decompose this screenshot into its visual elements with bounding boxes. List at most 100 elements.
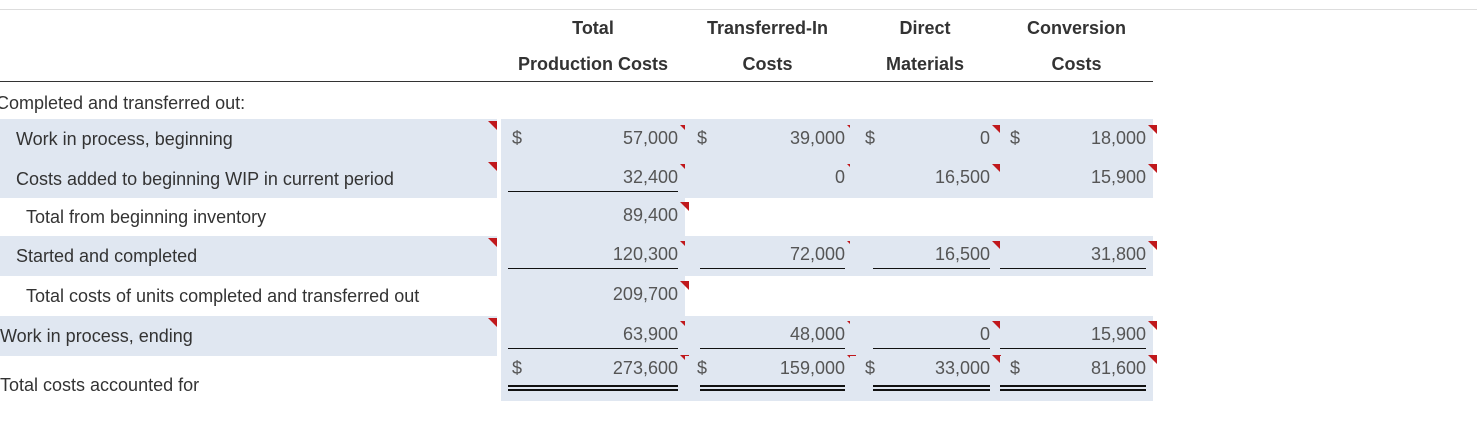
dollar-sign: $ — [697, 128, 708, 148]
edit-marker-icon — [1148, 125, 1157, 134]
row-label: Work in process, beginning — [0, 119, 497, 160]
value-transferred-in[interactable]: 159,000 — [779, 358, 845, 378]
value-total[interactable]: 273,600 — [612, 358, 678, 378]
double-underline — [508, 385, 678, 391]
value-transferred-in[interactable]: 39,000 — [789, 128, 845, 148]
cell-total[interactable] — [501, 236, 685, 276]
header-underline — [0, 81, 1153, 82]
header-direct-materials-line1: Direct — [899, 18, 951, 38]
cell-direct-materials[interactable] — [850, 316, 1000, 356]
dollar-sign: $ — [512, 358, 523, 378]
value-transferred-in[interactable]: 0 — [834, 167, 845, 187]
cell-direct-materials[interactable] — [850, 356, 1000, 401]
edit-marker-icon — [680, 241, 689, 250]
edit-marker-icon — [1148, 355, 1157, 364]
value-direct-materials[interactable]: 16,500 — [934, 244, 990, 264]
cell-transferred-in[interactable] — [685, 356, 850, 401]
underline — [700, 268, 845, 269]
cell-direct-materials[interactable] — [850, 160, 1000, 198]
section-label: Completed and transferred out: — [0, 93, 246, 113]
edit-marker-icon — [488, 318, 497, 327]
cell-direct-materials[interactable] — [850, 236, 1000, 276]
edit-marker-icon — [680, 321, 689, 330]
header-transferred-in-line2: Costs — [742, 54, 793, 74]
underline — [1000, 348, 1146, 349]
edit-marker-icon — [488, 238, 497, 247]
edit-marker-icon — [992, 321, 1001, 330]
value-transferred-in[interactable]: 48,000 — [789, 324, 845, 344]
cell-transferred-in[interactable] — [685, 119, 850, 160]
cell-transferred-in[interactable] — [685, 160, 850, 198]
edit-marker-icon — [680, 281, 689, 290]
dollar-sign: $ — [512, 128, 523, 148]
value-total[interactable]: 63,900 — [622, 324, 678, 344]
row-label: Started and completed — [0, 236, 497, 276]
double-underline — [700, 385, 845, 391]
edit-marker-icon — [992, 125, 1001, 134]
edit-marker-icon — [1148, 164, 1157, 173]
underline — [700, 348, 845, 349]
header-direct-materials-line2: Materials — [885, 54, 965, 74]
header-conversion-line1: Conversion — [1026, 18, 1127, 38]
double-underline — [1000, 385, 1146, 391]
value-conversion[interactable]: 15,900 — [1090, 167, 1146, 187]
underline — [508, 348, 678, 349]
value-direct-materials[interactable]: 33,000 — [934, 358, 990, 378]
cell-total[interactable] — [501, 198, 685, 236]
cell-conversion[interactable] — [1000, 316, 1153, 356]
cell-transferred-in[interactable] — [685, 316, 850, 356]
cell-conversion[interactable] — [1000, 119, 1153, 160]
value-direct-materials[interactable]: 0 — [979, 324, 990, 344]
edit-marker-icon — [680, 202, 689, 211]
cell-total[interactable] — [501, 276, 685, 316]
header-total-line1: Total — [572, 18, 614, 38]
value-direct-materials[interactable]: 0 — [979, 128, 990, 148]
cell-conversion[interactable] — [1000, 236, 1153, 276]
value-total[interactable]: 32,400 — [622, 167, 678, 187]
cell-conversion[interactable] — [1000, 160, 1153, 198]
edit-marker-icon — [680, 164, 689, 173]
dollar-sign: $ — [697, 358, 708, 378]
header-conversion-line2: Costs — [1051, 54, 1102, 74]
underline — [508, 191, 678, 192]
edit-marker-icon — [680, 125, 689, 134]
value-conversion[interactable]: 15,900 — [1090, 324, 1146, 344]
header-total-line2: Production Costs — [517, 54, 668, 74]
row-label: Costs added to beginning WIP in current … — [0, 160, 497, 198]
header-transferred-in-line1: Transferred-In — [706, 18, 829, 38]
underline — [873, 348, 990, 349]
value-transferred-in[interactable]: 72,000 — [789, 244, 845, 264]
value-conversion[interactable]: 81,600 — [1090, 358, 1146, 378]
cell-total[interactable] — [501, 119, 685, 160]
edit-marker-icon — [992, 164, 1001, 173]
row-label: Work in process, ending — [0, 316, 497, 356]
dollar-sign: $ — [865, 358, 876, 378]
value-total[interactable]: 57,000 — [622, 128, 678, 148]
value-direct-materials[interactable]: 16,500 — [934, 167, 990, 187]
edit-marker-icon — [992, 241, 1001, 250]
dollar-sign: $ — [865, 128, 876, 148]
top-divider — [0, 9, 1477, 10]
underline — [873, 268, 990, 269]
value-total[interactable]: 89,400 — [622, 205, 678, 225]
edit-marker-icon — [488, 121, 497, 130]
cell-total[interactable] — [501, 316, 685, 356]
edit-marker-icon — [992, 355, 1001, 364]
value-conversion[interactable]: 18,000 — [1090, 128, 1146, 148]
dollar-sign: $ — [1010, 358, 1021, 378]
double-underline — [873, 385, 990, 391]
edit-marker-icon — [1148, 241, 1157, 250]
cell-total[interactable] — [501, 356, 685, 401]
underline — [508, 268, 678, 269]
cell-transferred-in[interactable] — [685, 236, 850, 276]
cell-direct-materials[interactable] — [850, 119, 1000, 160]
value-conversion[interactable]: 31,800 — [1090, 244, 1146, 264]
underline — [1000, 268, 1146, 269]
value-total[interactable]: 209,700 — [612, 284, 678, 304]
edit-marker-icon — [488, 162, 497, 171]
row-label: Total from beginning inventory — [26, 206, 267, 227]
cell-conversion[interactable] — [1000, 356, 1153, 401]
row-label: Total costs accounted for — [0, 374, 200, 395]
dollar-sign: $ — [1010, 128, 1021, 148]
value-total[interactable]: 120,300 — [612, 244, 678, 264]
